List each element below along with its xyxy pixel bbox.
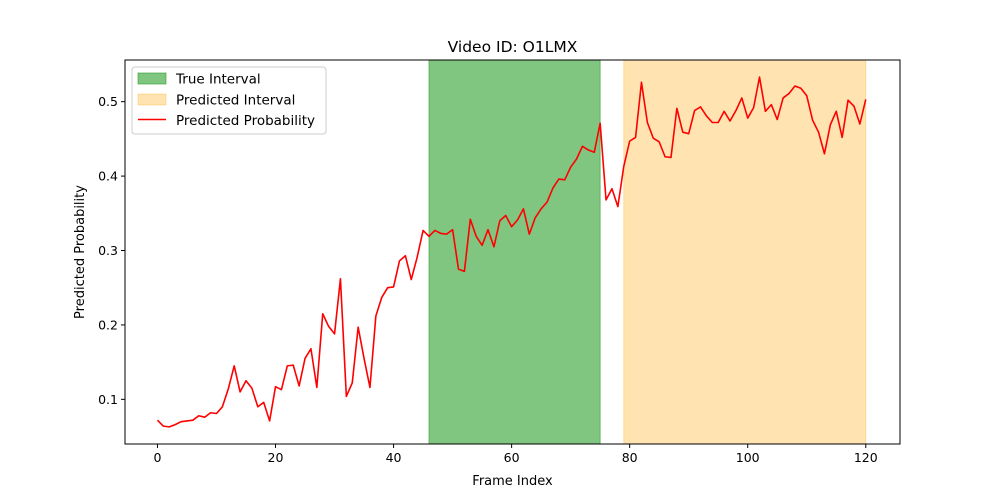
legend: True Interval Predicted Interval Predict… <box>131 66 327 135</box>
x-tick-label: 80 <box>622 450 638 465</box>
y-tick-label: 0.5 <box>98 94 118 109</box>
legend-label-predicted-interval: Predicted Interval <box>176 93 295 109</box>
y-tick-label: 0.2 <box>98 317 118 332</box>
y-axis-label: Predicted Probability <box>73 185 88 319</box>
chart-title: Video ID: O1LMX <box>448 38 578 56</box>
interval-bands <box>428 59 867 445</box>
y-tick-label: 0.4 <box>98 169 118 184</box>
predicted-probability-line <box>156 76 867 428</box>
legend-label-predicted-probability: Predicted Probability <box>176 113 315 129</box>
x-axis-ticks: 0 20 40 60 80 100 120 <box>153 444 878 465</box>
true-interval-band <box>428 59 601 445</box>
y-tick-label: 0.1 <box>98 392 118 407</box>
legend-box <box>131 66 327 135</box>
probability-line-layer <box>156 76 867 428</box>
x-axis-label: Frame Index <box>472 474 553 489</box>
x-tick-label: 60 <box>504 450 520 465</box>
y-tick-label: 0.3 <box>98 243 118 258</box>
legend-swatch-predicted-interval <box>137 93 167 106</box>
x-tick-label: 120 <box>854 450 878 465</box>
y-axis-ticks: 0.1 0.2 0.3 0.4 0.5 <box>98 94 125 407</box>
x-tick-label: 0 <box>153 450 161 465</box>
x-tick-label: 100 <box>736 450 760 465</box>
legend-label-true-interval: True Interval <box>175 72 261 88</box>
predicted-interval-band <box>623 59 867 445</box>
x-tick-label: 20 <box>268 450 284 465</box>
x-tick-label: 40 <box>386 450 402 465</box>
legend-swatch-true-interval <box>137 72 167 85</box>
plot-frame <box>124 59 901 445</box>
